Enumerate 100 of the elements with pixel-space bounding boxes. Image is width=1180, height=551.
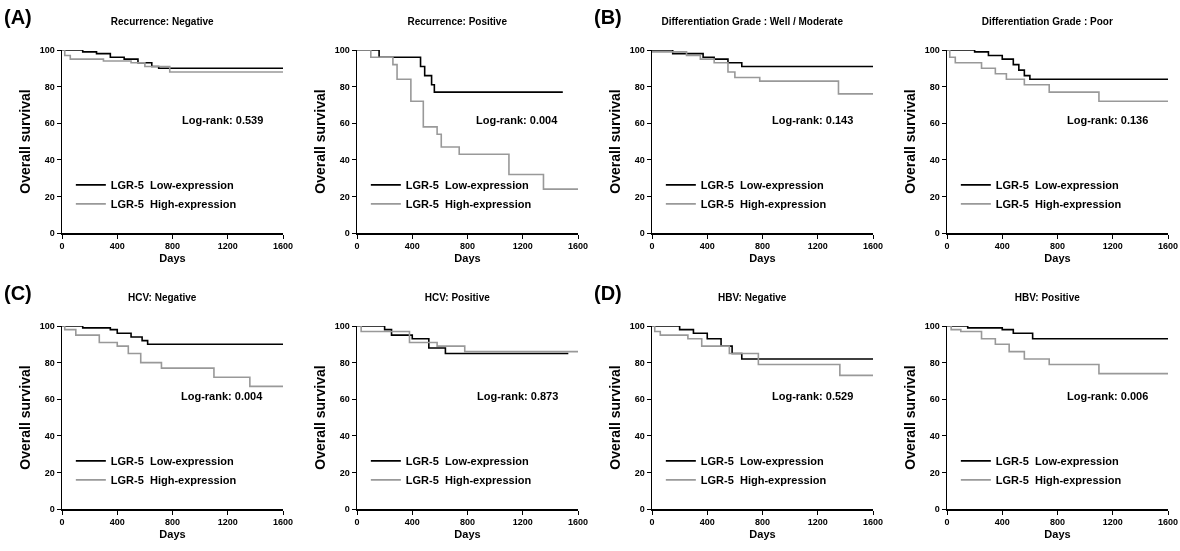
chart-title: HBV: Negative <box>718 292 787 303</box>
annotation: Log-rank: 0.004 <box>181 390 264 402</box>
legend-label: LGR-5 High-expression <box>995 198 1122 211</box>
legend-label: LGR-5 High-expression <box>405 474 532 487</box>
x-tick-label: 800 <box>164 517 181 528</box>
x-tick-label: 1200 <box>512 241 533 252</box>
y-tick-label: 40 <box>929 430 940 441</box>
y-tick-label: 0 <box>934 228 940 239</box>
x-tick-label: 1600 <box>862 517 884 528</box>
x-tick-label: 1200 <box>1102 517 1123 528</box>
y-tick-label: 0 <box>49 228 55 239</box>
y-tick-label: 20 <box>339 191 350 202</box>
y-tick-label: 20 <box>634 467 645 478</box>
x-tick-label: 1600 <box>272 517 294 528</box>
chart-title: Differentiation Grade : Well / Moderate <box>661 16 844 27</box>
y-tick-label: 80 <box>44 357 55 368</box>
chart-title: HCV: Positive <box>424 292 491 303</box>
x-tick-label: 800 <box>459 241 476 252</box>
x-tick-label: 1200 <box>807 517 828 528</box>
y-tick-label: 0 <box>639 504 645 515</box>
legend-label: LGR-5 Low-expression <box>405 455 529 468</box>
x-axis-title: Days <box>159 528 186 541</box>
y-tick-label: 80 <box>929 357 940 368</box>
x-tick-label: 400 <box>109 241 125 252</box>
x-tick-label: 800 <box>1049 517 1066 528</box>
y-tick-label: 20 <box>929 191 940 202</box>
x-tick-label: 0 <box>354 517 360 528</box>
x-axis-title: Days <box>1044 528 1071 541</box>
y-tick-label: 0 <box>934 504 940 515</box>
annotation: Log-rank: 0.006 <box>1067 390 1149 402</box>
y-axis-title: Overall survival <box>16 365 33 470</box>
y-axis-title: Overall survival <box>901 365 918 470</box>
y-tick-label: 20 <box>634 191 645 202</box>
y-tick-label: 20 <box>44 467 55 478</box>
x-axis-title: Days <box>749 528 776 541</box>
chart-title: HBV: Positive <box>1014 292 1081 303</box>
x-tick-label: 800 <box>754 517 771 528</box>
y-tick-label: 80 <box>339 81 350 92</box>
y-tick-label: 80 <box>339 357 350 368</box>
x-tick-label: 400 <box>404 517 420 528</box>
x-tick-label: 1200 <box>217 517 238 528</box>
y-tick-label: 0 <box>344 228 350 239</box>
x-tick-label: 1600 <box>862 241 884 252</box>
y-tick-label: 80 <box>634 357 645 368</box>
y-axis-title: Overall survival <box>606 365 623 470</box>
y-axis-title: Overall survival <box>901 89 918 194</box>
y-tick-label: 100 <box>629 45 645 56</box>
text: (B) <box>594 6 622 28</box>
x-tick-label: 1600 <box>1157 241 1179 252</box>
text: (C) <box>4 282 32 304</box>
y-tick-label: 100 <box>334 321 350 332</box>
x-tick-label: 0 <box>59 241 65 252</box>
x-tick-label: 400 <box>994 241 1010 252</box>
x-tick-label: 1600 <box>272 241 294 252</box>
text: (D) <box>594 282 622 304</box>
y-tick-label: 40 <box>634 154 645 165</box>
y-tick-label: 40 <box>634 430 645 441</box>
x-tick-label: 0 <box>944 241 950 252</box>
y-tick-label: 60 <box>929 394 940 405</box>
x-tick-label: 1200 <box>807 241 828 252</box>
y-tick-label: 20 <box>44 191 55 202</box>
x-tick-label: 400 <box>699 241 715 252</box>
x-tick-label: 800 <box>459 517 476 528</box>
y-tick-label: 80 <box>634 81 645 92</box>
y-tick-label: 60 <box>634 118 645 129</box>
y-tick-label: 40 <box>339 430 350 441</box>
y-tick-label: 40 <box>44 430 55 441</box>
legend-label: LGR-5 High-expression <box>700 198 827 211</box>
x-axis-title: Days <box>749 252 776 265</box>
y-tick-label: 20 <box>339 467 350 478</box>
text: (A) <box>4 6 32 28</box>
y-tick-label: 80 <box>44 81 55 92</box>
y-tick-label: 0 <box>639 228 645 239</box>
legend-label: LGR-5 High-expression <box>110 474 237 487</box>
legend-label: LGR-5 High-expression <box>700 474 827 487</box>
x-tick-label: 0 <box>59 517 65 528</box>
x-tick-label: 1200 <box>217 241 238 252</box>
legend-label: LGR-5 Low-expression <box>405 179 529 192</box>
x-axis-title: Days <box>454 252 481 265</box>
annotation: Log-rank: 0.529 <box>772 390 854 402</box>
x-tick-label: 1600 <box>1157 517 1179 528</box>
legend-label: LGR-5 Low-expression <box>995 455 1119 468</box>
y-axis-title: Overall survival <box>311 365 328 470</box>
y-axis-title: Overall survival <box>311 89 328 194</box>
x-tick-label: 0 <box>649 517 655 528</box>
legend-label: LGR-5 High-expression <box>405 198 532 211</box>
annotation: Log-rank: 0.539 <box>182 114 264 126</box>
y-tick-label: 100 <box>924 45 940 56</box>
x-tick-label: 0 <box>354 241 360 252</box>
chart-title: Recurrence: Negative <box>110 16 215 27</box>
x-tick-label: 0 <box>649 241 655 252</box>
y-tick-label: 100 <box>39 321 55 332</box>
y-tick-label: 40 <box>44 154 55 165</box>
y-tick-label: 100 <box>334 45 350 56</box>
legend-label: LGR-5 High-expression <box>110 198 237 211</box>
annotation: Log-rank: 0.136 <box>1067 114 1149 126</box>
y-tick-label: 60 <box>929 118 940 129</box>
legend-label: LGR-5 Low-expression <box>700 179 824 192</box>
legend-label: LGR-5 Low-expression <box>110 179 234 192</box>
y-tick-label: 60 <box>339 118 350 129</box>
